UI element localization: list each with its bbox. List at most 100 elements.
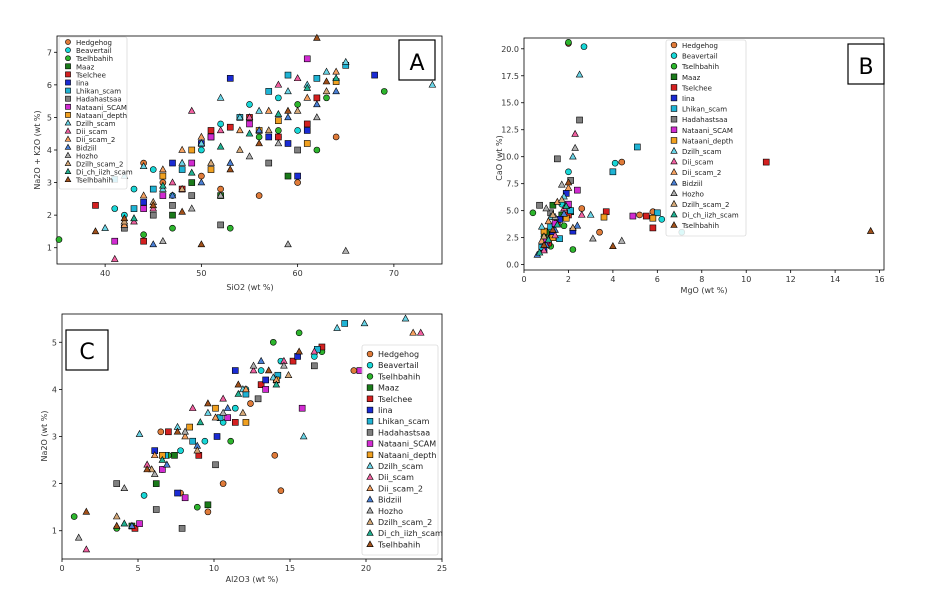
y-tick-label: 4 bbox=[52, 385, 57, 394]
data-point-hadahastsaa bbox=[169, 202, 176, 209]
legend-marker bbox=[65, 71, 71, 78]
legend-marker bbox=[64, 127, 72, 134]
data-point-tselhbahih bbox=[565, 39, 572, 46]
legend-marker bbox=[366, 529, 374, 536]
data-point-dii_scam bbox=[82, 545, 91, 553]
data-point-bidziil bbox=[255, 126, 263, 134]
legend-label: Dii_scam_2 bbox=[378, 484, 423, 493]
data-point-nataani_scam bbox=[111, 237, 119, 245]
data-point-tselhbahih bbox=[255, 133, 263, 141]
legend-marker bbox=[366, 429, 374, 436]
data-point-dzilh_scam bbox=[139, 162, 148, 169]
data-point-dzilh_scam_2 bbox=[557, 195, 566, 203]
data-point-dzilh_scam_2 bbox=[178, 184, 186, 192]
x-tick-label: 5 bbox=[135, 564, 140, 573]
data-point-hozho bbox=[313, 113, 321, 121]
y-tick-label: 3 bbox=[52, 433, 57, 442]
panel-label-box-c bbox=[65, 329, 109, 371]
data-point-di_ch_iizh_scam bbox=[535, 248, 544, 256]
legend-a: HedgehogBeavertailTselhbahihMaazTselchee… bbox=[58, 36, 133, 190]
legend-marker bbox=[65, 87, 71, 94]
data-point-dzilh_scam bbox=[284, 87, 292, 95]
legend-label: Tselhbahih bbox=[75, 177, 113, 185]
data-point-dii_scam_2 bbox=[544, 217, 553, 225]
data-point-dzilh_scam bbox=[360, 319, 369, 327]
data-point-tselchee bbox=[226, 123, 234, 131]
legend-marker bbox=[366, 517, 374, 525]
data-point-dzilh_scam bbox=[341, 57, 350, 65]
data-point-nataani_scam bbox=[629, 212, 637, 220]
legend-marker bbox=[366, 362, 374, 369]
data-point-beavertail bbox=[217, 120, 224, 128]
data-point-lhikan_scam bbox=[634, 143, 641, 151]
legend-marker bbox=[366, 461, 374, 469]
data-point-maaz bbox=[152, 480, 160, 487]
data-point-dii_scam bbox=[187, 106, 196, 114]
data-point-bidziil bbox=[226, 158, 235, 166]
data-point-dzilh_scam bbox=[299, 432, 308, 440]
legend-marker bbox=[366, 406, 374, 414]
data-point-dii_scam_2 bbox=[178, 145, 186, 153]
legend-label: Tselhbahih bbox=[377, 372, 420, 381]
data-point-dzilh_scam bbox=[401, 314, 410, 322]
legend-label: Dii_scam_2 bbox=[682, 169, 721, 177]
y-tick-label: 10.0 bbox=[501, 153, 519, 162]
data-point-hozho bbox=[589, 234, 597, 242]
x-tick-label: 50 bbox=[196, 269, 206, 278]
data-point-dzilh_scam bbox=[135, 429, 144, 437]
data-point-dzilh_scam_2 bbox=[112, 512, 121, 520]
legend-marker bbox=[65, 112, 71, 118]
y-tick-label: 2 bbox=[52, 480, 57, 489]
data-point-hadahastsaa bbox=[265, 159, 273, 167]
legend-marker bbox=[366, 395, 374, 402]
data-point-dzilh_scam_2 bbox=[322, 87, 331, 95]
legend-label: Hadahastsaa bbox=[76, 96, 122, 104]
data-point-dzilh_scam_2 bbox=[549, 210, 557, 218]
data-point-hedgehog bbox=[247, 400, 254, 407]
data-point-hadahastsaa bbox=[113, 480, 121, 487]
data-point-nataani_scam bbox=[140, 205, 147, 212]
legend-marker bbox=[670, 105, 678, 112]
data-point-lhikan_scam bbox=[556, 235, 563, 243]
legend-label: Lhikan_scam bbox=[682, 106, 727, 114]
data-point-nataani_scam bbox=[136, 520, 143, 527]
data-point-dii_scam_2 bbox=[159, 165, 167, 173]
data-point-hozho bbox=[274, 139, 283, 147]
data-point-tselchee bbox=[642, 212, 650, 220]
legend-box bbox=[665, 39, 747, 237]
data-point-lhikan_scam bbox=[265, 88, 273, 95]
data-point-hedgehog bbox=[198, 172, 205, 180]
data-point-tselchee bbox=[313, 94, 321, 102]
legend-marker bbox=[366, 473, 374, 480]
legend-marker bbox=[670, 189, 678, 197]
data-point-tselchee bbox=[140, 237, 147, 245]
data-point-nataani_scam bbox=[303, 55, 311, 63]
legend-marker bbox=[366, 495, 374, 503]
data-point-maaz bbox=[188, 179, 196, 186]
data-point-dzilh_scam_2 bbox=[193, 446, 202, 454]
data-point-dzilh_scam bbox=[537, 222, 546, 230]
data-point-hadahastsaa bbox=[536, 201, 543, 209]
y-tick-label: 3 bbox=[47, 179, 52, 188]
data-point-dii_scam_2 bbox=[197, 132, 206, 140]
data-point-iina bbox=[371, 71, 378, 79]
data-point-hadahastsaa bbox=[311, 362, 318, 370]
data-point-di_ch_iizh_scam bbox=[130, 214, 138, 222]
data-point-nataani_scam bbox=[181, 494, 189, 502]
data-point-tselhbahih bbox=[149, 201, 158, 209]
data-point-dii_scam bbox=[310, 347, 319, 355]
y-axis-label-b: CaO (wt %) bbox=[495, 135, 504, 180]
legend-label: Nataani_depth bbox=[682, 137, 733, 145]
data-point-beavertail bbox=[140, 492, 148, 499]
data-point-tselhbahih bbox=[112, 521, 121, 529]
legend-marker bbox=[64, 159, 72, 166]
legend-marker bbox=[65, 79, 71, 86]
legend-marker bbox=[366, 506, 374, 514]
x-tick-label: 10 bbox=[741, 275, 751, 284]
data-point-bidziil bbox=[197, 178, 206, 186]
data-point-hadahastsaa bbox=[149, 211, 157, 219]
data-point-nataani_depth bbox=[303, 140, 311, 147]
x-tick-label: 15 bbox=[285, 564, 295, 573]
legend-label: Maaz bbox=[76, 63, 95, 71]
